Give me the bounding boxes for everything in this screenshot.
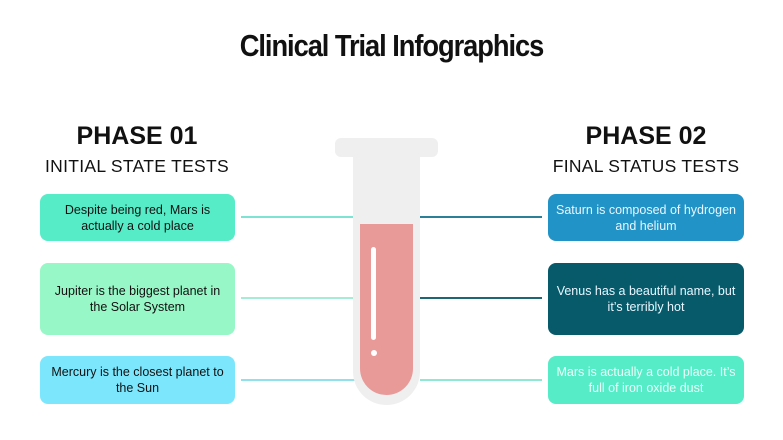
tube-highlight <box>371 247 376 340</box>
connector-line <box>241 379 355 381</box>
tube-highlight-dot <box>370 350 377 356</box>
test-tube-liquid <box>360 224 413 395</box>
phase-02-heading: PHASE 02 <box>585 122 707 150</box>
connector-line <box>420 379 542 381</box>
right-item-3: Mars is actually a cold place. It’s full… <box>548 356 744 404</box>
connector-line <box>420 216 542 218</box>
left-item-2: Jupiter is the biggest planet in the Sol… <box>40 263 235 335</box>
phase-01-subtitle: INITIAL STATE TESTS <box>45 156 229 176</box>
test-tube-cap <box>335 138 438 157</box>
phase-02-subtitle: FINAL STATUS TESTS <box>552 156 740 176</box>
left-item-1: Despite being red, Mars is actually a co… <box>40 194 235 241</box>
right-item-2: Venus has a beautiful name, but it’s ter… <box>548 263 744 335</box>
connector-line <box>241 216 355 218</box>
page-title: Clinical Trial Infographics <box>239 28 545 63</box>
left-item-3: Mercury is the closest planet to the Sun <box>40 356 235 404</box>
connector-line <box>420 297 542 299</box>
phase-01-heading: PHASE 01 <box>76 122 198 150</box>
connector-line <box>241 297 355 299</box>
right-item-1: Saturn is composed of hydrogen and heliu… <box>548 194 744 241</box>
